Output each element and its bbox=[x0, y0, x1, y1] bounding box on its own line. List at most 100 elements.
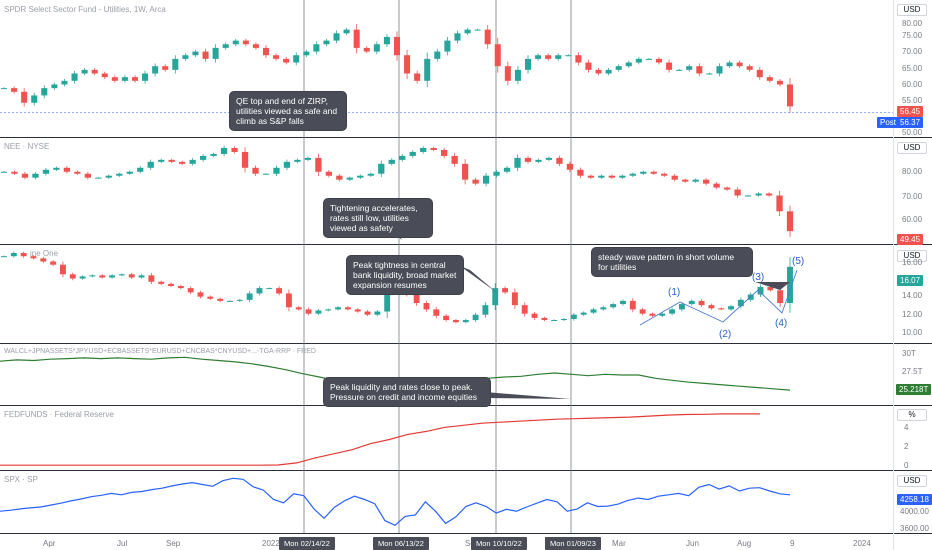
nee-candle bbox=[325, 171, 333, 176]
nee-candle bbox=[703, 179, 710, 184]
xlu-candle bbox=[222, 44, 229, 48]
short-volume-candle bbox=[413, 294, 420, 304]
nee-candle bbox=[283, 161, 291, 168]
time-axis-label: Mar bbox=[612, 539, 626, 548]
nee-candle bbox=[503, 167, 511, 172]
short-volume-candle bbox=[335, 307, 341, 310]
price-tick: 14.00 bbox=[902, 291, 923, 300]
xlu-candle bbox=[353, 29, 360, 48]
xlu-candle bbox=[575, 55, 582, 63]
callout-peak-tightness[interactable]: Peak tightness in central bank liquidity… bbox=[346, 255, 464, 295]
nee-candle bbox=[399, 155, 406, 160]
short-volume-last-tag: 16.07 bbox=[897, 275, 924, 286]
short-volume-candle bbox=[629, 300, 636, 310]
callout-peak-liquidity[interactable]: Peak liquidity and rates close to peak. … bbox=[323, 377, 491, 407]
short-volume-currency-button[interactable]: USD bbox=[897, 250, 927, 262]
short-volume-candle bbox=[60, 264, 66, 275]
short-volume-candle bbox=[177, 285, 184, 289]
nee-last-price-tag: 49.45 bbox=[897, 234, 924, 245]
short-volume-candle bbox=[580, 312, 587, 315]
short-volume-candle bbox=[109, 275, 116, 278]
callout-wave-pattern[interactable]: steady wave pattern in short volume for … bbox=[591, 247, 753, 277]
short-volume-candle bbox=[757, 287, 764, 295]
fedfunds-pane-title[interactable]: FEDFUNDS · Federal Reserve bbox=[4, 410, 114, 419]
callout-pointer bbox=[485, 392, 571, 399]
xlu-candle bbox=[424, 58, 431, 81]
spx-currency-button[interactable]: USD bbox=[897, 475, 927, 487]
time-axis-marker-date: Mon 02/14/22 bbox=[279, 537, 335, 550]
xlu-candle bbox=[383, 36, 390, 45]
xlu-candle bbox=[746, 66, 753, 70]
nee-candle bbox=[189, 159, 196, 164]
xlu-candle bbox=[162, 66, 169, 70]
short-volume-candle bbox=[138, 275, 145, 278]
xlu-candles bbox=[0, 24, 794, 113]
callout-qe-top[interactable]: QE top and end of ZIRP, utilities viewed… bbox=[229, 91, 347, 131]
wave-label-4: (4) bbox=[775, 318, 788, 329]
short-volume-candle bbox=[541, 317, 548, 321]
xlu-pane-title[interactable]: SPDR Select Sector Fund - Utilities, 1W,… bbox=[4, 5, 166, 14]
price-tick: 70.00 bbox=[902, 47, 923, 56]
short-volume-candle bbox=[620, 300, 626, 305]
short-volume-candle bbox=[482, 305, 489, 315]
short-volume-candle bbox=[472, 314, 479, 321]
short-volume-candle bbox=[207, 296, 214, 299]
xlu-candle bbox=[545, 55, 552, 59]
xlu-candle bbox=[262, 47, 270, 56]
price-tick: 60.00 bbox=[902, 80, 923, 89]
xlu-candle bbox=[535, 55, 542, 59]
xlu-candle bbox=[776, 80, 783, 85]
short-volume-candle bbox=[69, 274, 76, 279]
callout-pointer bbox=[755, 282, 790, 290]
spx-pane-title[interactable]: SPX · SP bbox=[4, 475, 38, 484]
nee-candle bbox=[74, 171, 81, 174]
nee-candle bbox=[587, 175, 595, 178]
callout-tightening[interactable]: Tightening accelerates, rates still low,… bbox=[323, 198, 433, 238]
nee-candle bbox=[430, 148, 437, 150]
price-tick: 2 bbox=[904, 442, 909, 451]
wave-pattern-line[interactable] bbox=[639, 269, 798, 326]
xlu-candle bbox=[414, 73, 421, 81]
nee-candle bbox=[713, 183, 720, 188]
short-volume-candle bbox=[1, 256, 7, 258]
xlu-candle bbox=[625, 62, 632, 67]
liquidity-pane-title[interactable]: WALCL+JPNASSETS*JPYUSD+ECBASSETS*EURUSD+… bbox=[4, 348, 316, 355]
nee-candle bbox=[63, 167, 71, 172]
price-tick: 65.00 bbox=[902, 64, 923, 73]
price-tick: 80.00 bbox=[902, 19, 923, 28]
price-tick: 30T bbox=[902, 349, 916, 358]
xlu-candle bbox=[21, 91, 28, 103]
nee-candle bbox=[671, 175, 678, 180]
price-tick: 75.00 bbox=[902, 31, 923, 40]
xlu-candle bbox=[464, 29, 471, 34]
xlu-candle bbox=[313, 44, 320, 52]
xlu-candle bbox=[71, 73, 78, 81]
nee-candle bbox=[409, 151, 416, 156]
xlu-candle bbox=[756, 69, 763, 78]
xlu-candle bbox=[434, 51, 441, 59]
short-volume-pane-title[interactable]: ine One bbox=[30, 249, 59, 258]
short-volume-candle bbox=[118, 274, 125, 276]
short-volume-candle bbox=[305, 309, 312, 314]
xlu-candle bbox=[686, 66, 693, 70]
xlu-candle bbox=[91, 69, 98, 74]
nee-candle bbox=[158, 159, 165, 162]
xlu-candle bbox=[273, 55, 280, 59]
nee-candle bbox=[315, 157, 322, 172]
nee-pane-title[interactable]: NEE · NYSE bbox=[4, 142, 50, 151]
xlu-candle bbox=[655, 58, 663, 63]
short-volume-candle bbox=[639, 309, 646, 314]
nee-candle bbox=[21, 173, 29, 178]
xlu-candle bbox=[605, 69, 612, 74]
xlu-candle bbox=[726, 62, 733, 67]
xlu-currency-button[interactable]: USD bbox=[897, 4, 927, 16]
time-axis-label: Sep bbox=[166, 539, 181, 548]
nee-candle bbox=[493, 171, 500, 176]
nee-candle bbox=[367, 173, 374, 176]
fedfunds-unit-button[interactable]: % bbox=[897, 409, 927, 421]
nee-currency-button[interactable]: USD bbox=[897, 142, 927, 154]
xlu-candle bbox=[303, 51, 310, 56]
time-axis-label: Se bbox=[465, 539, 475, 548]
